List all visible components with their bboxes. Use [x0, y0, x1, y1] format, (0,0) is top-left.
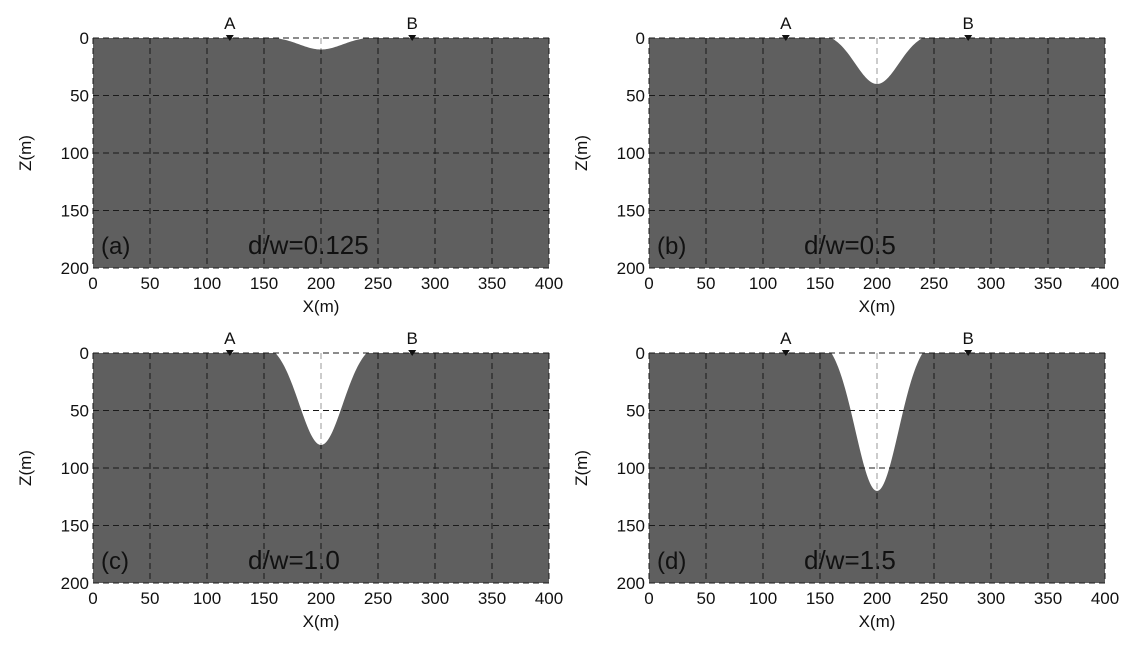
x-tick-label: 350: [1034, 274, 1062, 293]
x-axis-title: X(m): [859, 612, 896, 631]
panel-label: (b): [657, 233, 686, 260]
y-axis-title: Z(m): [16, 135, 35, 171]
depression-void: [831, 353, 923, 491]
x-tick-label: 350: [478, 589, 506, 608]
marker-b-label: B: [407, 329, 418, 348]
x-tick-label: 300: [421, 589, 449, 608]
marker-a-label: A: [224, 14, 236, 33]
x-tick-label: 0: [644, 589, 653, 608]
chart-panel-d: 0 50 100 150 200 250 300 350 400 0 50 100 150 200 X(m)…: [572, 329, 1119, 631]
x-tick-label: 100: [749, 274, 777, 293]
y-tick-label: 50: [626, 402, 645, 421]
y-tick-label: 200: [61, 574, 89, 593]
y-tick-label: 0: [636, 344, 645, 363]
panel-label: (a): [101, 233, 130, 260]
y-tick-label: 100: [617, 144, 645, 163]
y-tick-label: 0: [80, 344, 89, 363]
marker-a-label: A: [224, 329, 236, 348]
x-tick-label: 100: [193, 274, 221, 293]
y-axis-title: Z(m): [16, 450, 35, 486]
y-tick-label: 50: [70, 87, 89, 106]
panel-label: (d): [657, 548, 686, 575]
ratio-label: d/w=0.125: [248, 230, 369, 260]
y-tick-label: 200: [617, 259, 645, 278]
marker-a-triangle: [781, 35, 790, 41]
y-tick-label: 50: [626, 87, 645, 106]
x-tick-label: 0: [88, 274, 97, 293]
x-tick-label: 150: [806, 274, 834, 293]
x-tick-label: 0: [644, 274, 653, 293]
y-tick-label: 150: [61, 202, 89, 221]
chart-panel-b: 0 50 100 150 200 250 300 350 400 0 50 100 150 200 X(m)…: [572, 14, 1119, 316]
x-tick-label: 400: [1091, 274, 1119, 293]
x-tick-label: 150: [250, 274, 278, 293]
panel-label: (c): [101, 548, 129, 575]
y-tick-label: 0: [80, 29, 89, 48]
marker-a-triangle: [225, 35, 234, 41]
marker-b-label: B: [963, 329, 974, 348]
ratio-label: d/w=1.5: [804, 545, 896, 575]
marker-a-label: A: [780, 329, 792, 348]
chart-panel-a: 0 50 100 150 200 250 300 350 400 0 50 100 150 200 X(m)…: [16, 14, 563, 316]
marker-b-triangle: [408, 350, 417, 356]
x-tick-label: 300: [421, 274, 449, 293]
x-tick-label: 350: [478, 274, 506, 293]
x-tick-label: 150: [250, 589, 278, 608]
x-axis-title: X(m): [859, 297, 896, 316]
y-tick-label: 100: [61, 144, 89, 163]
ratio-label: d/w=0.5: [804, 230, 896, 260]
y-tick-label: 200: [617, 574, 645, 593]
marker-b-triangle: [964, 35, 973, 41]
x-tick-label: 200: [307, 589, 335, 608]
chart-panel-c: 0 50 100 150 200 250 300 350 400 0 50 100 150 200 X(m)…: [16, 329, 563, 631]
x-tick-label: 250: [364, 589, 392, 608]
x-tick-label: 350: [1034, 589, 1062, 608]
x-tick-label: 250: [364, 274, 392, 293]
x-tick-label: 50: [697, 589, 716, 608]
x-tick-label: 250: [920, 589, 948, 608]
y-tick-label: 50: [70, 402, 89, 421]
x-tick-label: 150: [806, 589, 834, 608]
y-axis-title: Z(m): [572, 450, 591, 486]
marker-a-triangle: [225, 350, 234, 356]
x-tick-label: 200: [863, 274, 891, 293]
x-tick-label: 400: [535, 274, 563, 293]
y-tick-label: 150: [617, 202, 645, 221]
x-tick-label: 50: [697, 274, 716, 293]
ratio-label: d/w=1.0: [248, 545, 340, 575]
y-tick-label: 150: [617, 517, 645, 536]
marker-a-label: A: [780, 14, 792, 33]
x-tick-label: 400: [535, 589, 563, 608]
marker-b-label: B: [963, 14, 974, 33]
x-axis-title: X(m): [303, 297, 340, 316]
x-axis-title: X(m): [303, 612, 340, 631]
x-tick-label: 400: [1091, 589, 1119, 608]
x-tick-label: 300: [977, 274, 1005, 293]
y-tick-label: 150: [61, 517, 89, 536]
x-tick-label: 0: [88, 589, 97, 608]
x-tick-label: 50: [141, 274, 160, 293]
marker-a-triangle: [781, 350, 790, 356]
x-tick-label: 50: [141, 589, 160, 608]
x-tick-label: 200: [863, 589, 891, 608]
x-tick-label: 100: [749, 589, 777, 608]
marker-b-label: B: [407, 14, 418, 33]
x-tick-label: 300: [977, 589, 1005, 608]
y-tick-label: 200: [61, 259, 89, 278]
marker-b-triangle: [408, 35, 417, 41]
marker-b-triangle: [964, 350, 973, 356]
x-tick-label: 250: [920, 274, 948, 293]
x-tick-label: 200: [307, 274, 335, 293]
x-tick-label: 100: [193, 589, 221, 608]
y-axis-title: Z(m): [572, 135, 591, 171]
y-tick-label: 100: [617, 459, 645, 478]
y-tick-label: 0: [636, 29, 645, 48]
y-tick-label: 100: [61, 459, 89, 478]
